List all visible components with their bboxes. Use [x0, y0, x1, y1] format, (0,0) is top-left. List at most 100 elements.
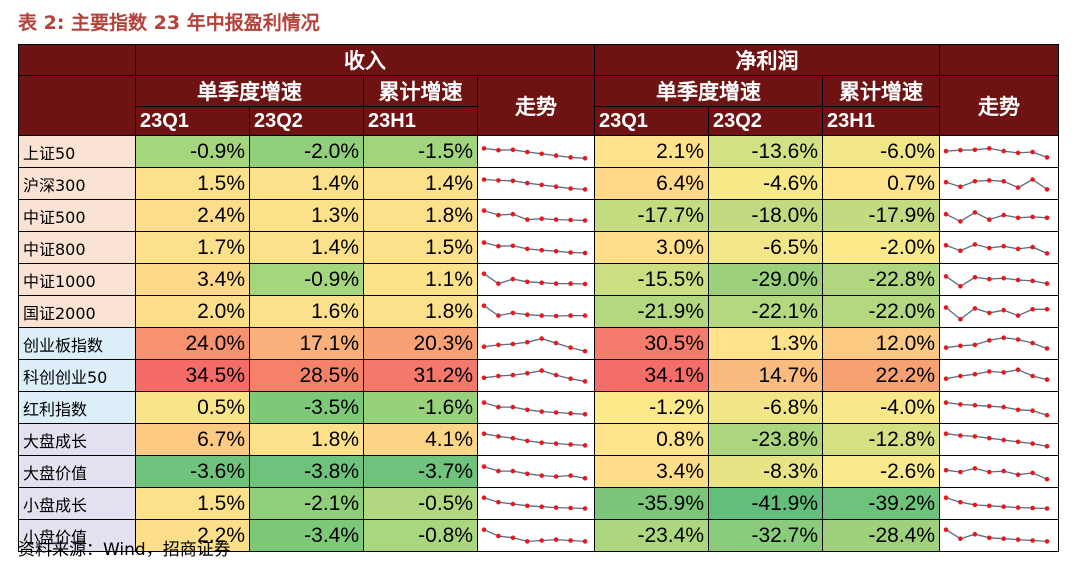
sparkline-point — [568, 410, 573, 416]
header-income-cumulative-growth: 累计增速 — [363, 75, 478, 107]
income-sparkline — [481, 302, 588, 318]
profit-growth-cell: -1.2% — [594, 391, 709, 424]
sparkline-point — [943, 467, 949, 472]
income-growth-cell: 3.4% — [135, 263, 250, 296]
income-sparkline — [481, 239, 588, 255]
sparkline-point — [1001, 404, 1007, 409]
row-name: 红利指数 — [18, 391, 136, 424]
sparkline-point — [1001, 369, 1007, 375]
profit-growth-cell: 0.7% — [821, 167, 941, 200]
sparkline-point — [972, 241, 978, 247]
sparkline-point — [481, 207, 487, 213]
sparkline-point — [525, 311, 530, 317]
sparkline-point — [987, 216, 992, 222]
sparkline-point — [958, 469, 963, 474]
sparkline-point — [987, 245, 992, 250]
row-name: 小盘价值 — [18, 519, 136, 552]
sparkline-path — [945, 368, 1048, 380]
sparkline-point — [539, 367, 544, 373]
sparkline-point — [553, 313, 559, 318]
profit-sparkline — [943, 430, 1050, 449]
sparkline-point — [525, 503, 530, 508]
sparkline-point — [1044, 306, 1050, 312]
profit-growth-cell: -21.9% — [594, 295, 709, 328]
sparkline-point — [539, 312, 544, 318]
income-growth-cell: 17.1% — [249, 327, 364, 360]
sparkline-point — [958, 499, 963, 504]
sparkline-point — [582, 217, 588, 223]
sparkline-point — [972, 274, 978, 280]
income-trend-cell — [477, 231, 595, 264]
row-name: 上证50 — [18, 135, 136, 168]
income-growth-cell: 31.2% — [363, 359, 478, 392]
profit-growth-cell: 1.3% — [708, 327, 823, 360]
income-sparkline — [481, 335, 588, 353]
sparkline-point — [481, 375, 487, 380]
sparkline-point — [943, 242, 949, 248]
profit-sparkline — [943, 209, 1050, 224]
sparkline-point — [525, 339, 530, 344]
sparkline-point — [987, 145, 992, 151]
profit-trend-cell — [939, 199, 1060, 232]
sparkline-path — [483, 272, 586, 285]
income-sparkline — [481, 526, 588, 544]
sparkline-point — [1030, 306, 1035, 312]
sparkline-point — [1001, 307, 1007, 312]
profit-growth-cell: -41.9% — [708, 487, 823, 520]
income-growth-cell: -0.9% — [135, 135, 250, 168]
sparkline-point — [553, 504, 559, 510]
sparkline-point — [987, 503, 992, 508]
sparkline-point — [1044, 345, 1050, 351]
sparkline-point — [496, 147, 501, 152]
sparkline-point — [958, 401, 963, 407]
income-growth-cell: -1.5% — [363, 135, 478, 168]
sparkline-point — [958, 432, 963, 438]
profit-sparkline — [943, 304, 1050, 321]
sparkline-point — [525, 471, 530, 476]
sparkline-point — [525, 149, 530, 154]
sparkline-point — [958, 283, 963, 289]
sparkline-point — [510, 147, 516, 152]
sparkline-point — [510, 435, 516, 440]
sparkline-point — [568, 375, 573, 381]
sparkline-point — [943, 179, 949, 184]
sparkline-point — [481, 343, 487, 349]
sparkline-path — [483, 304, 585, 317]
profit-trend-cell — [939, 231, 1060, 264]
header-profit-cumulative-growth: 累计增速 — [821, 75, 941, 107]
income-growth-cell: -0.8% — [363, 519, 478, 552]
sparkline-path — [483, 401, 586, 415]
sparkline-point — [481, 494, 487, 500]
sparkline-point — [1001, 243, 1007, 248]
header-profit-h1: 23H1 — [821, 106, 941, 136]
profit-growth-cell: -39.2% — [821, 487, 941, 520]
sparkline-point — [1015, 366, 1021, 372]
sparkline-point — [1015, 277, 1021, 282]
profit-sparkline — [943, 334, 1050, 351]
sparkline-point — [496, 433, 501, 439]
table-body: 上证50 -0.9% -2.0% -1.5% 2.1% -13.6% -6.0% 沪深300 1… — [18, 135, 1060, 552]
profit-growth-cell: 12.0% — [821, 327, 941, 360]
sparkline-point — [553, 340, 559, 345]
table-row: 小盘成长 1.5% -2.1% -0.5% -35.9% -41.9% -39.2% — [18, 487, 1060, 520]
table-row: 创业板指数 24.0% 17.1% 20.3% 30.5% 1.3% 12.0% — [18, 327, 1060, 360]
profit-growth-cell: -32.7% — [708, 519, 823, 552]
sparkline-point — [582, 475, 588, 481]
income-growth-cell: -0.9% — [249, 263, 364, 296]
profit-trend-cell — [939, 263, 1060, 296]
sparkline-point — [525, 538, 530, 544]
table-row: 大盘成长 6.7% 1.8% 4.1% 0.8% -23.8% -12.8% — [18, 423, 1060, 456]
profit-sparkline — [943, 145, 1050, 160]
income-trend-cell — [477, 295, 595, 328]
sparkline-point — [958, 147, 963, 152]
sparkline-point — [582, 281, 588, 286]
profit-growth-cell: -6.5% — [708, 231, 823, 264]
income-growth-cell: 1.3% — [249, 199, 364, 232]
sparkline-point — [972, 433, 978, 439]
sparkline-point — [972, 402, 978, 408]
sparkline-point — [1030, 470, 1035, 475]
sparkline-point — [958, 218, 963, 224]
sparkline-path — [945, 336, 1048, 349]
table-row: 国证2000 2.0% 1.6% 1.8% -21.9% -22.1% -22.0% — [18, 295, 1060, 328]
sparkline-path — [945, 147, 1048, 158]
